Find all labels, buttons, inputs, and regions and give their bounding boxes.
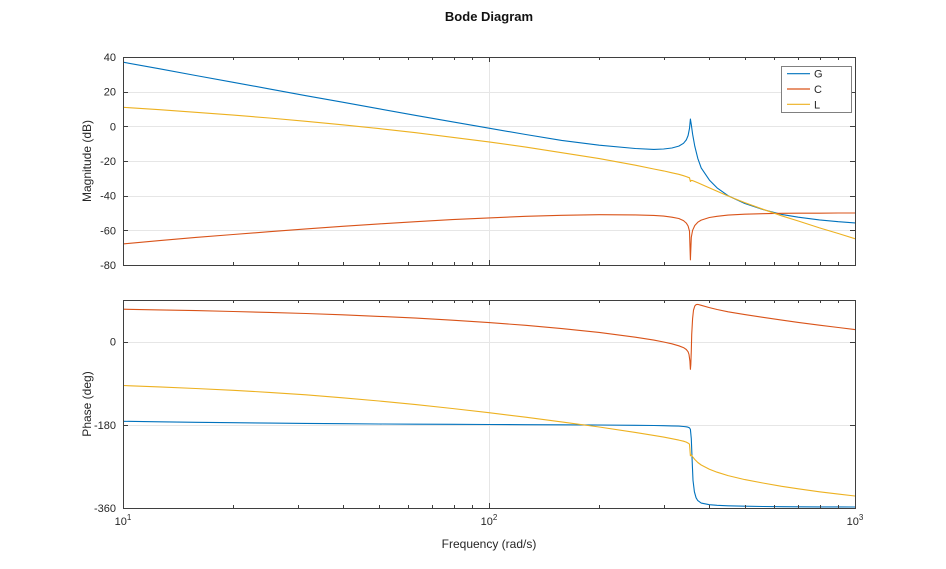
y-tick-label: 0 [110,121,116,133]
legend-label-L: L [814,99,820,111]
panel-magnitude: 40 20 0 -20 -40 -60 -80 GCL [100,52,856,272]
legend: GCL [781,66,852,113]
series-group [123,303,855,508]
series-group [123,61,855,261]
y-tick-label: -360 [94,503,116,515]
series-L [123,106,855,240]
y-tick-label: -20 [100,156,116,168]
x-tick-label: 101 [115,513,132,528]
y-tick-label: -80 [100,260,116,272]
x-tick-label: 103 [847,513,864,528]
axes-box [123,300,856,509]
series-C [123,303,855,370]
figure-title: Bode Diagram [444,9,534,24]
y-tick-label: -60 [100,225,116,237]
y-tick-label: 0 [110,337,116,349]
frequency-axis-label: Frequency (rad/s) [441,537,537,551]
series-L [123,384,855,497]
legend-label-C: C [814,84,822,96]
y-tick-label: -40 [100,191,116,203]
y-tick-label: -180 [94,420,116,432]
legend-label-G: G [814,69,823,81]
y-tick-label: 40 [104,52,116,64]
series-G [123,420,855,508]
axes-box [123,57,856,266]
x-tick-label: 102 [481,513,498,528]
series-C [123,212,855,261]
y-tick-label: 20 [104,87,116,99]
